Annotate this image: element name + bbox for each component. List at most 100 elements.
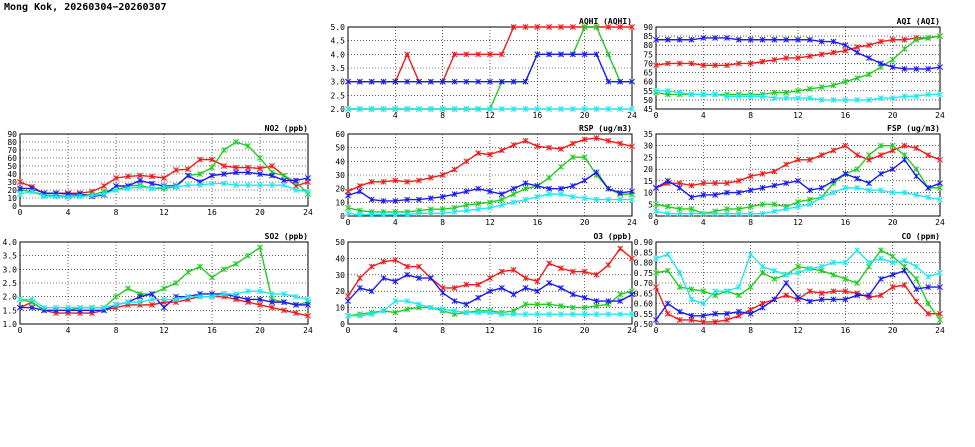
- data-point-day4: [427, 304, 434, 311]
- data-point-day4: [451, 307, 458, 314]
- data-point-day1: [605, 262, 612, 268]
- data-point-day4: [877, 95, 884, 102]
- y-tick-label: 2.0: [331, 105, 346, 114]
- data-point-day3: [913, 65, 920, 72]
- data-point-day3: [783, 180, 790, 187]
- data-point-day4: [925, 273, 932, 280]
- data-point-day2: [795, 198, 801, 205]
- data-point-day4: [498, 106, 505, 112]
- data-point-day1: [558, 265, 564, 272]
- x-tick-label: 16: [533, 111, 543, 120]
- data-point-day4: [581, 195, 588, 202]
- data-point-day1: [416, 263, 422, 270]
- data-point-day1: [380, 178, 387, 185]
- data-point-day3: [510, 291, 517, 298]
- data-point-day3: [771, 182, 778, 189]
- x-tick-label: 4: [66, 326, 71, 335]
- data-point-day4: [854, 96, 861, 103]
- data-point-day3: [233, 169, 239, 176]
- data-point-day1: [463, 281, 470, 288]
- chart-so2: SO2 (ppb) 0 4 8 12 16 20 24 1.0 1.5 2.0 2.5 3.0 3.5 4.…: [3, 232, 313, 335]
- data-point-day3: [451, 191, 458, 198]
- data-point-day4: [281, 290, 287, 297]
- data-point-day4: [451, 208, 458, 215]
- data-point-day3: [581, 294, 588, 301]
- data-point-day3: [724, 310, 730, 317]
- data-point-day4: [664, 87, 671, 94]
- data-point-day1: [806, 53, 813, 60]
- data-point-day4: [830, 259, 837, 266]
- data-point-day4: [53, 304, 59, 311]
- y-tick-label: 0.50: [634, 320, 653, 329]
- data-point-day4: [712, 288, 719, 295]
- x-tick-label: 4: [393, 111, 398, 120]
- data-point-day4: [137, 183, 143, 190]
- data-point-day4: [101, 191, 107, 197]
- data-point-day3: [510, 185, 517, 192]
- data-point-day3: [877, 275, 884, 282]
- data-point-day1: [818, 51, 825, 58]
- data-point-day1: [759, 58, 766, 65]
- x-tick-label: 8: [440, 218, 445, 227]
- data-point-day4: [65, 194, 71, 201]
- data-point-day1: [676, 60, 683, 67]
- data-point-day4: [913, 191, 920, 198]
- data-point-day1: [901, 142, 908, 149]
- data-point-day2: [735, 206, 742, 212]
- data-point-day4: [629, 196, 635, 203]
- data-point-day4: [368, 211, 375, 218]
- chart-title: NO2 (ppb): [265, 124, 308, 133]
- data-point-day4: [380, 211, 387, 218]
- data-point-day4: [475, 309, 482, 316]
- y-tick-label: 20: [335, 185, 345, 194]
- data-point-day2: [233, 260, 239, 267]
- page-title: Mong Kok, 20260304−20260307: [4, 2, 167, 13]
- data-point-day4: [818, 96, 825, 103]
- x-tick-label: 0: [346, 218, 351, 227]
- data-point-day4: [510, 199, 517, 206]
- data-point-day3: [818, 38, 825, 45]
- data-point-day3: [747, 310, 754, 317]
- x-tick-label: 8: [114, 208, 119, 217]
- y-tick-label: 50: [643, 96, 653, 105]
- data-point-day4: [392, 298, 399, 304]
- x-tick-label: 12: [485, 218, 495, 227]
- data-point-day4: [593, 196, 600, 203]
- data-point-day3: [795, 294, 801, 301]
- data-point-day3: [29, 304, 35, 311]
- data-point-day3: [617, 189, 624, 196]
- plot-frame: [19, 241, 309, 325]
- data-point-day1: [416, 177, 422, 184]
- data-point-day3: [569, 291, 576, 298]
- data-point-day4: [901, 257, 908, 264]
- y-tick-label: 60: [7, 154, 17, 163]
- data-point-day1: [257, 301, 263, 308]
- data-point-day3: [498, 78, 505, 85]
- data-point-day1: [173, 167, 179, 173]
- x-tick-label: 8: [748, 326, 753, 335]
- data-point-day2: [569, 154, 576, 161]
- plot-frame: [655, 133, 941, 217]
- data-point-day3: [522, 180, 529, 187]
- data-point-day2: [209, 164, 215, 171]
- data-point-day1: [605, 137, 612, 144]
- data-point-day3: [558, 284, 564, 291]
- data-point-day2: [498, 196, 505, 203]
- data-point-day3: [759, 304, 766, 311]
- y-tick-label: 35: [643, 130, 653, 139]
- data-point-day1: [889, 284, 896, 291]
- x-tick-label: 8: [748, 218, 753, 227]
- data-point-day2: [925, 300, 932, 307]
- y-tick-label: 0.80: [634, 259, 653, 268]
- data-point-day3: [593, 51, 600, 58]
- data-point-day1: [149, 301, 155, 308]
- data-point-day2: [818, 84, 825, 91]
- data-point-day3: [427, 195, 434, 202]
- data-point-day3: [368, 196, 375, 203]
- data-point-day1: [546, 260, 553, 267]
- y-tick-label: 55: [643, 87, 653, 96]
- data-point-day4: [89, 192, 95, 199]
- data-point-day1: [866, 42, 872, 49]
- data-point-day1: [534, 143, 541, 150]
- data-point-day3: [137, 177, 143, 184]
